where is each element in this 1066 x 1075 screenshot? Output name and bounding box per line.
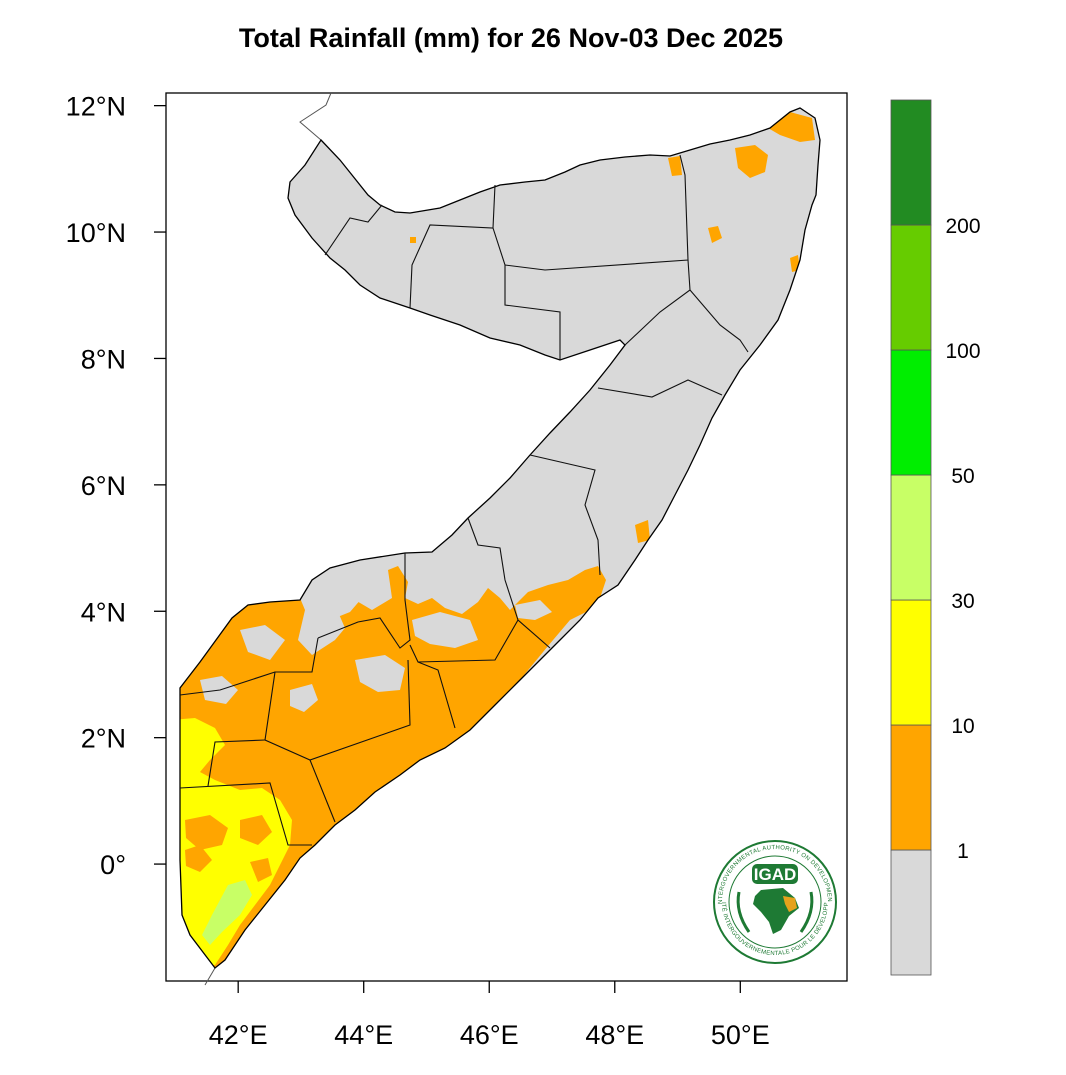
x-tick-label: 42°E	[209, 1020, 268, 1050]
y-tick-label: 6°N	[81, 471, 126, 501]
y-tick-label: 0°	[100, 850, 126, 880]
figure-canvas: Total Rainfall (mm) for 26 Nov-03 Dec 20…	[0, 0, 1066, 1070]
y-tick-label: 4°N	[81, 597, 126, 627]
x-tick-label: 44°E	[334, 1020, 393, 1050]
colorbar-bin	[891, 350, 931, 475]
logo-name: IGAD	[754, 865, 797, 884]
y-tick-label: 12°N	[66, 92, 126, 122]
x-tick-label: 46°E	[460, 1020, 519, 1050]
colorbar-label: 30	[951, 590, 974, 613]
orange-spot-west	[410, 237, 416, 243]
colorbar-bin	[891, 725, 931, 850]
colorbar-bin	[891, 225, 931, 350]
colorbar-bin	[891, 100, 931, 225]
colorbar-label: 100	[945, 340, 980, 363]
colorbar-label: 10	[951, 715, 974, 738]
colorbar-bin	[891, 475, 931, 600]
colorbar-bin	[891, 850, 931, 975]
colorbar-bin	[891, 600, 931, 725]
colorbar-label: 200	[945, 215, 980, 238]
figure: Total Rainfall (mm) for 26 Nov-03 Dec 20…	[0, 0, 1066, 1070]
colorbar-label: 50	[951, 465, 974, 488]
map-title: Total Rainfall (mm) for 26 Nov-03 Dec 20…	[239, 23, 783, 53]
colorbar-label: 1	[957, 840, 969, 863]
y-tick-label: 2°N	[81, 724, 126, 754]
igad-logo: INTERGOVERNMENTAL AUTHORITY ON DEVELOPME…	[714, 841, 836, 963]
x-tick-label: 50°E	[711, 1020, 770, 1050]
y-tick-label: 8°N	[81, 344, 126, 374]
x-tick-label: 48°E	[585, 1020, 644, 1050]
y-tick-label: 10°N	[66, 218, 126, 248]
